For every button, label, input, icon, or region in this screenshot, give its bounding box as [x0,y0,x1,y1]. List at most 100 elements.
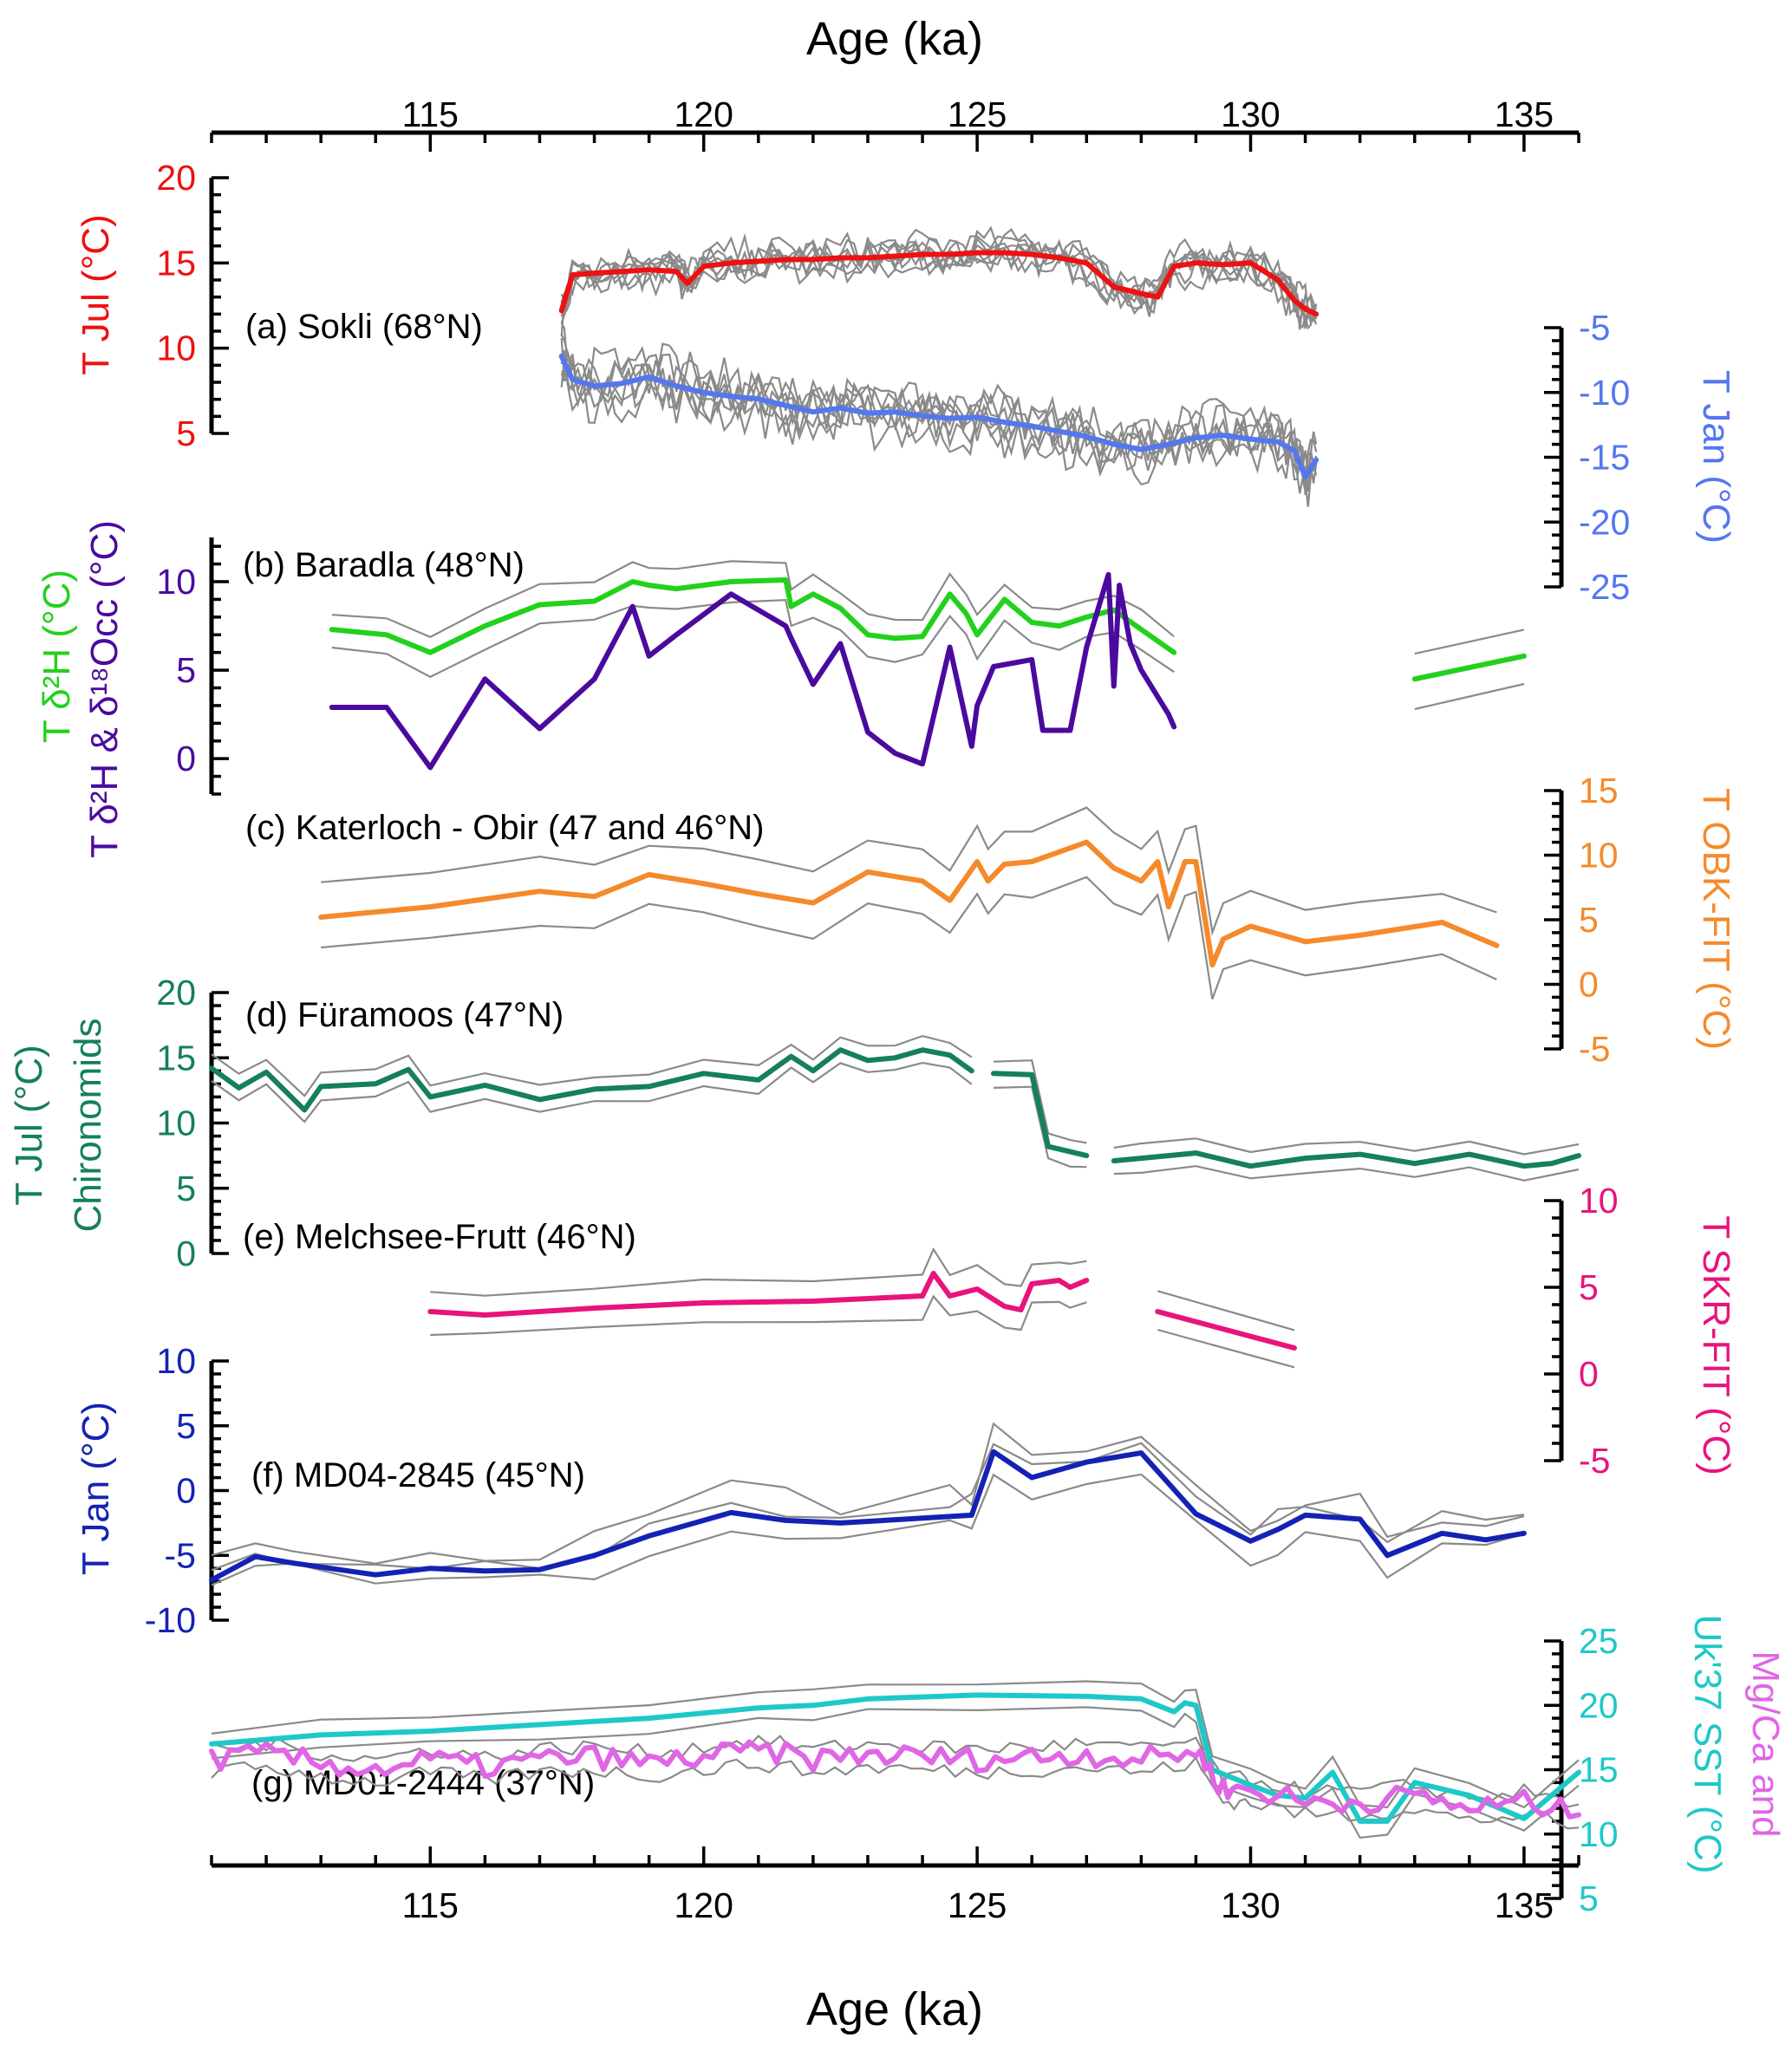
panel-e-right-ticks: 10 5 0 -5 [1544,1181,1619,1481]
ensemble-line [560,322,1318,474]
panel-a-label: (a) Sokli (68°N) [245,308,483,346]
y-tick-label: -5 [1579,1441,1610,1481]
y-tick-label: 0 [176,739,196,778]
panel-e-label: (e) Melchsee-Frutt (46°N) [243,1218,636,1256]
ensemble-line [211,1422,1525,1565]
panel-e-right-title: T SKR-FIT (°C) [1695,1215,1737,1475]
y-tick-label: 20 [156,158,196,198]
bottom-tick-label: 135 [1495,1885,1554,1925]
panel-d-label: (d) Füramoos (47°N) [245,996,564,1034]
ensemble-line [321,876,1497,999]
ensemble-line [1157,1290,1295,1332]
y-tick-label: -10 [1579,373,1630,413]
top-tick-label: 135 [1495,94,1554,134]
panel-d-title-line2: Chironomids [67,1019,109,1233]
y-tick-label: -20 [1579,502,1630,542]
ensemble-line [321,806,1497,936]
y-tick-label: -5 [1579,1029,1610,1069]
bottom-age-ticks: 115 120 125 130 135 [210,1846,1580,1925]
y-tick-label: 10 [156,1341,196,1381]
ensemble-line [430,1294,1087,1337]
y-tick-label: 5 [1579,1267,1599,1307]
panel-e: 10 5 0 -5 T SKR-FIT (°C) (e) Melchsee-Frutt… [243,1181,1737,1481]
panel-d-left-ticks: 0 5 10 15 20 [156,973,229,1273]
y-tick-label: 5 [176,650,196,690]
panel-g-title-uk37: Uk'37 SST (°C) [1686,1614,1729,1873]
baradla-d2h-line-2 [1411,653,1527,682]
ensemble-line [561,370,1318,507]
ensemble-line [331,560,1175,639]
ensemble-line [211,1706,1580,1839]
y-tick-label: 20 [156,973,196,1012]
furamoos-line-3 [1111,1150,1581,1169]
y-tick-label: 0 [1579,965,1599,1005]
y-tick-label: -25 [1579,567,1630,607]
y-tick-label: 10 [156,1104,196,1143]
bottom-tick-label: 115 [402,1885,459,1925]
bottom-tick-label: 130 [1221,1885,1280,1925]
y-tick-label: 5 [1579,1878,1599,1918]
bottom-tick-label: 120 [674,1885,733,1925]
panel-b: 0 5 10 T δ²H (°C) T δ²H & δ¹⁸Occ (°C) (b) … [36,520,1527,858]
baradla-d2h-d18o-line [329,571,1177,771]
furamoos-line-1 [209,1047,974,1113]
top-age-ticks: 115 120 125 130 135 [210,94,1580,152]
panel-c-right-ticks: 15 10 5 0 -5 [1544,771,1619,1069]
ensemble-line [1414,682,1525,711]
y-tick-label: 20 [1579,1685,1619,1725]
y-tick-label: 10 [1579,1814,1619,1854]
y-tick-label: 10 [1579,836,1619,876]
panel-a-right-ticks: -5 -10 -15 -20 -25 [1544,308,1630,607]
ensemble-line [331,599,1175,679]
bottom-tick-label: 125 [948,1885,1007,1925]
y-tick-label: 5 [176,413,196,453]
top-tick-label: 130 [1221,94,1280,134]
baradla-d2h-line [329,577,1177,655]
melchsee-line-1 [427,1271,1090,1318]
panel-d-title-line1: T Jul (°C) [8,1045,50,1205]
ensemble-line [211,1061,973,1123]
sokli-jan-line [558,353,1320,479]
y-tick-label: 0 [1579,1354,1599,1394]
sokli-jul-line [558,250,1320,317]
panel-f-left-title: T Jan (°C) [75,1402,117,1575]
ensemble-line [1414,628,1525,655]
top-tick-label: 125 [948,94,1007,134]
ensemble-line [211,1680,1580,1809]
y-tick-label: 15 [1579,1750,1619,1790]
ensemble-line [560,239,1317,325]
y-tick-label: -10 [145,1600,196,1640]
y-tick-label: -5 [1579,308,1610,348]
panel-c-label: (c) Katerloch - Obir (47 and 46°N) [245,809,764,847]
ensemble-line [211,1034,973,1097]
ensemble-line [1113,1137,1580,1156]
y-tick-label: 0 [176,1234,196,1273]
ensemble-line [430,1247,1087,1297]
y-tick-label: 10 [156,562,196,602]
panel-b-left-ticks: 0 5 10 [156,544,229,796]
y-tick-label: 5 [176,1406,196,1446]
ensemble-line [993,1059,1087,1144]
y-tick-label: 15 [156,243,196,283]
top-axis-title: Age (ka) [806,13,983,65]
panel-f: -10 -5 0 5 10 T Jan (°C) (f) MD04-2845 (45°N… [75,1341,1527,1640]
panel-a-left-ticks: 5 10 15 20 [156,158,229,453]
ensemble-line [211,1473,1525,1586]
y-tick-label: 15 [156,1038,196,1078]
bottom-axis-title: Age (ka) [806,1983,983,2035]
panel-c: 15 10 5 0 -5 T OBK-FIT (°C) (c) Katerloch - … [245,771,1737,1069]
ensemble-line [560,349,1318,485]
top-tick-label: 115 [402,94,459,134]
panel-d: 0 5 10 15 20 T Jul (°C) Chironomids (d) Füra… [8,973,1581,1273]
panel-g-right-title: Mg/Ca and Uk'37 SST (°C) [1686,1614,1787,1873]
y-tick-label: 0 [176,1471,196,1511]
panel-g-title-mgca: Mg/Ca and [1744,1651,1787,1837]
y-tick-label: 15 [1579,771,1619,811]
y-tick-label: 25 [1579,1621,1619,1661]
katerloch-obir-line [318,839,1500,968]
panel-a-left-title: T Jul (°C) [75,214,117,374]
top-tick-label: 120 [674,94,733,134]
panel-c-right-title: T OBK-FIT (°C) [1695,788,1737,1050]
